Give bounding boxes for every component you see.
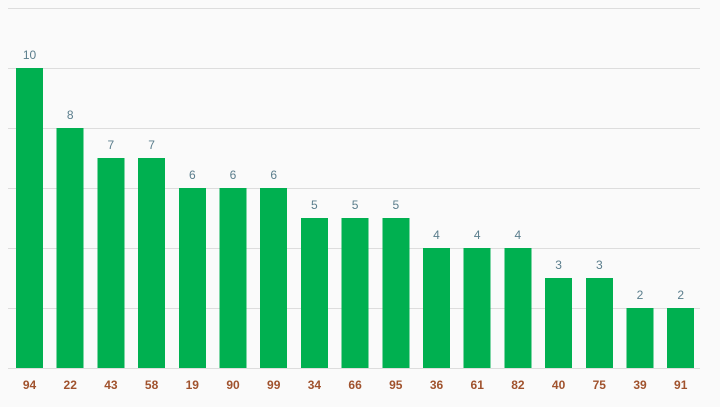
category-label-95: 95 <box>389 378 403 392</box>
value-label-36: 4 <box>433 228 440 242</box>
bar-75 <box>585 278 613 368</box>
category-label-34: 34 <box>308 378 322 392</box>
category-label-40: 40 <box>552 378 566 392</box>
value-label-61: 4 <box>474 228 481 242</box>
bar-39 <box>626 308 654 368</box>
bar-34 <box>300 218 328 368</box>
value-label-82: 4 <box>515 228 522 242</box>
category-label-94: 94 <box>23 378 37 392</box>
bar-94 <box>16 68 43 368</box>
category-label-99: 99 <box>267 378 281 392</box>
category-label-58: 58 <box>145 378 159 392</box>
category-label-43: 43 <box>104 378 118 392</box>
value-label-19: 6 <box>189 168 196 182</box>
bar-90 <box>219 188 247 368</box>
category-label-66: 66 <box>348 378 362 392</box>
bar-19 <box>178 188 206 368</box>
value-label-95: 5 <box>392 198 399 212</box>
value-label-91: 2 <box>677 288 684 302</box>
value-label-99: 6 <box>270 168 277 182</box>
value-label-34: 5 <box>311 198 318 212</box>
bar-22 <box>56 128 84 368</box>
category-label-19: 19 <box>186 378 200 392</box>
value-label-39: 2 <box>637 288 644 302</box>
category-label-91: 91 <box>674 378 688 392</box>
category-label-36: 36 <box>430 378 444 392</box>
value-label-40: 3 <box>555 258 562 272</box>
bar-82 <box>504 248 532 368</box>
value-label-75: 3 <box>596 258 603 272</box>
category-label-39: 39 <box>633 378 647 392</box>
bar-61 <box>463 248 491 368</box>
bar-58 <box>138 158 166 368</box>
category-label-22: 22 <box>64 378 78 392</box>
bar-95 <box>382 218 410 368</box>
category-label-82: 82 <box>511 378 525 392</box>
category-label-75: 75 <box>593 378 607 392</box>
bar-99 <box>260 188 288 368</box>
bar-43 <box>97 158 125 368</box>
category-label-61: 61 <box>471 378 485 392</box>
value-label-90: 6 <box>230 168 237 182</box>
value-label-94: 10 <box>23 48 37 62</box>
bars <box>16 68 695 368</box>
value-label-22: 8 <box>67 108 74 122</box>
value-labels: 10 8 7 7 6 6 6 5 5 5 4 4 4 3 3 2 2 <box>23 48 685 302</box>
value-label-43: 7 <box>108 138 115 152</box>
value-label-58: 7 <box>148 138 155 152</box>
value-label-66: 5 <box>352 198 359 212</box>
bar-66 <box>341 218 369 368</box>
category-labels: 94 22 43 58 19 90 99 34 66 95 36 61 82 40 75 39 91 <box>23 378 688 392</box>
bar-36 <box>423 248 450 368</box>
bar-40 <box>545 278 573 368</box>
bar-91 <box>667 308 695 368</box>
category-label-90: 90 <box>226 378 240 392</box>
